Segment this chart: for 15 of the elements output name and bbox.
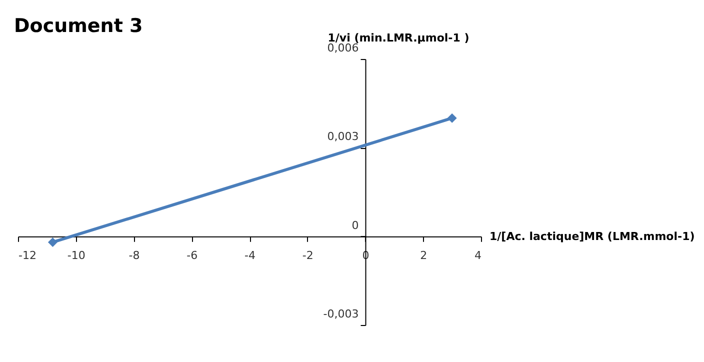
x-tick-label: -8	[128, 248, 140, 262]
chart-title: Document 3	[14, 15, 143, 37]
y-tick-label: 0,003	[327, 130, 359, 144]
y-tick-label: 0	[352, 218, 359, 232]
x-tick-label: -12	[18, 248, 36, 262]
y-tick-label: 0,006	[327, 42, 359, 54]
x-tick-label: 2	[420, 248, 428, 262]
x-tick-label: -10	[67, 248, 86, 262]
x-tick-label: -4	[244, 248, 256, 262]
y-tick-label: -0,003	[323, 308, 359, 320]
x-tick-label: -6	[186, 248, 198, 262]
x-axis-title: 1/[Ac. lactique]MR (LMR.mmol-1)	[490, 230, 695, 243]
x-tick-label: 4	[474, 248, 482, 262]
x-tick-label: -2	[302, 248, 314, 262]
y-axis-title: 1/vi (min.LMR.µmol-1 )	[328, 32, 470, 44]
